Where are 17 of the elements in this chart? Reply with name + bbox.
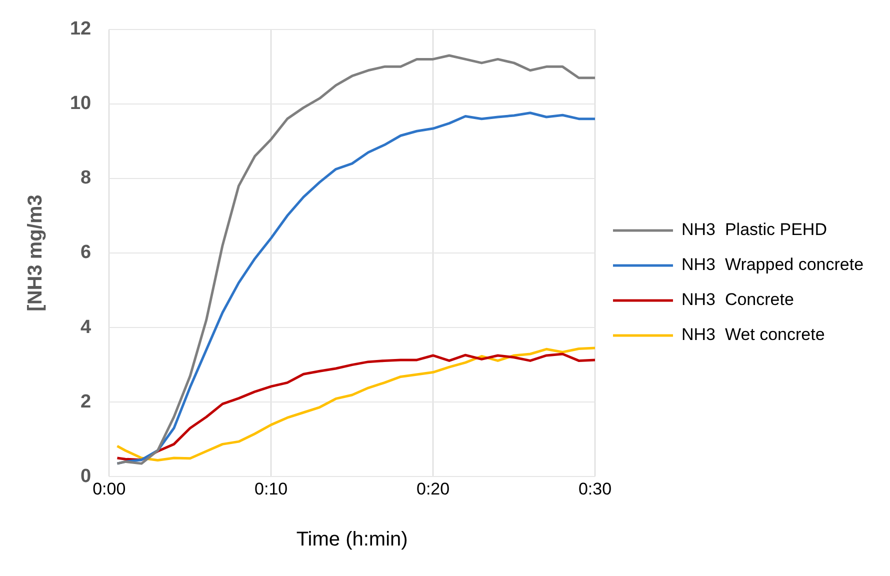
x-tick-label: 0:00 [92,479,126,498]
x-tick-label: 0:30 [578,479,612,498]
y-tick-label: 12 [70,18,92,40]
y-tick-label: 8 [80,168,92,189]
y-axis-title: [NH3 mg/m3 [24,194,47,312]
legend-label: NH3 Plastic PEHD [682,220,827,240]
y-tick-label: 6 [80,242,92,264]
x-tick-label: 0:10 [254,479,288,498]
legend-label: NH3 Wet concrete [682,325,825,344]
y-tick-label: 0 [80,466,92,487]
y-tick-label: 2 [80,391,92,412]
x-tick-label: 0:20 [416,479,450,498]
x-axis-title: Time (h:min) [296,528,408,551]
legend-label: NH3 Wrapped concrete [682,255,864,274]
y-tick-label: 4 [80,316,92,338]
legend-label: NH3 Concrete [682,290,794,310]
y-tick-label: 10 [70,93,92,114]
